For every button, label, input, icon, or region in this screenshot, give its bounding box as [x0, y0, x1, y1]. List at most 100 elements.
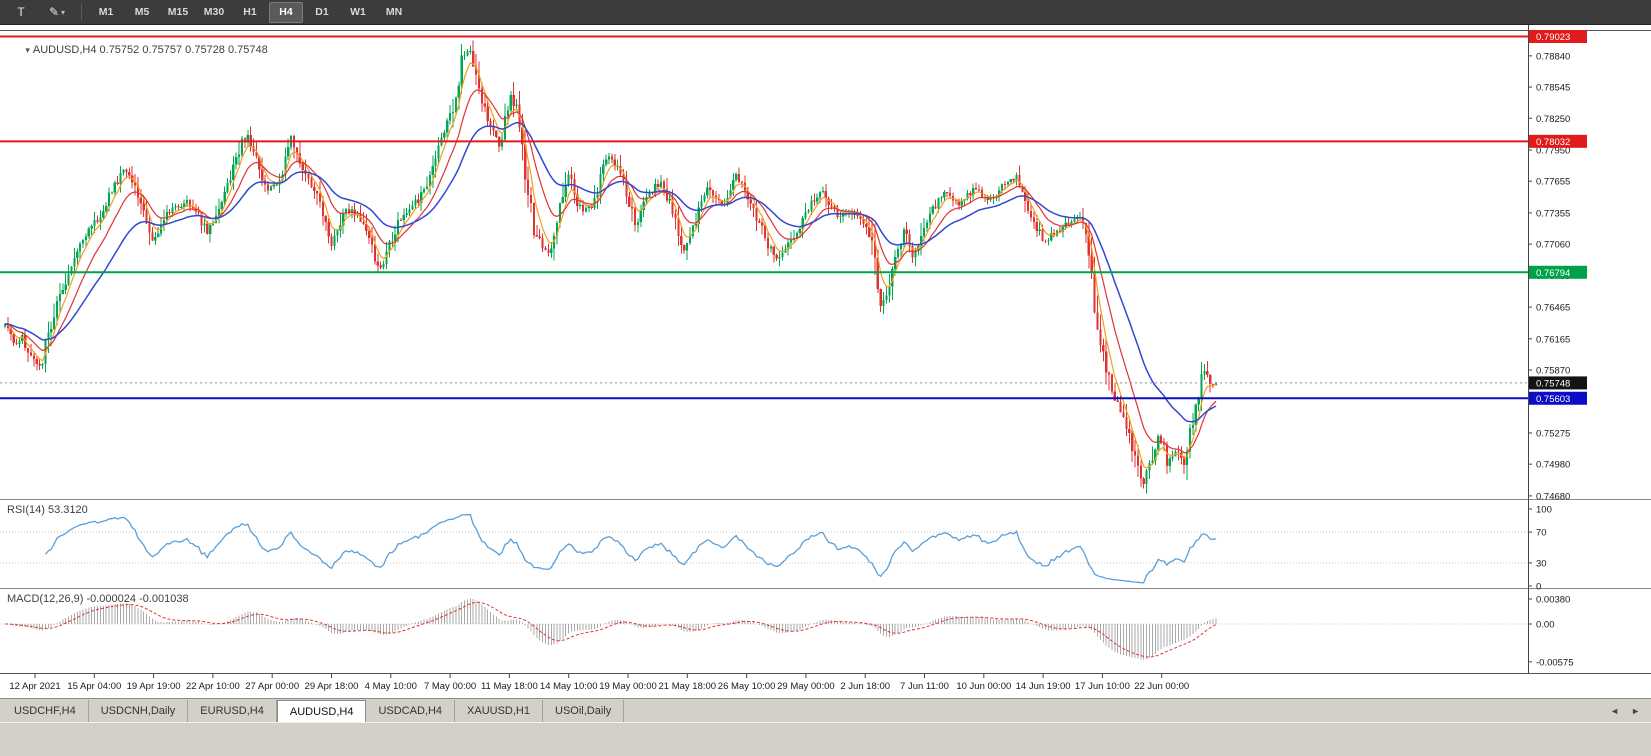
text-tool-button[interactable]: T — [4, 2, 38, 23]
svg-text:0.76165: 0.76165 — [1536, 334, 1570, 345]
svg-text:0.78545: 0.78545 — [1536, 83, 1570, 94]
price-level-label: 0.78032 — [1529, 134, 1587, 148]
svg-text:0.75603: 0.75603 — [1536, 394, 1570, 405]
timeframe-button-mn[interactable]: MN — [385, 6, 403, 18]
chart-area[interactable]: 0.78840 0.78545 0.78250 0.77950 0.77655 0.773… — [0, 25, 1651, 698]
symbol-period-label: AUDUSD,H4 — [32, 44, 97, 56]
timeframe-button-group: M1 M5 M15 M30 H1 H4 D1 W1 MN — [89, 1, 411, 23]
svg-text:19 May 00:00: 19 May 00:00 — [599, 681, 657, 692]
pencil-icon: ✎ — [48, 5, 60, 19]
tab-scroll-group: ◄ ► — [1605, 700, 1649, 722]
svg-text:0.77355: 0.77355 — [1536, 208, 1570, 219]
chart-title: ▾ AUDUSD,H4 0.75752 0.75757 0.75728 0.757… — [7, 32, 268, 68]
status-bar — [0, 722, 1651, 756]
svg-text:4 May 10:00: 4 May 10:00 — [365, 681, 417, 692]
svg-text:19 Apr 19:00: 19 Apr 19:00 — [127, 681, 181, 692]
svg-text:15 Apr 04:00: 15 Apr 04:00 — [67, 681, 121, 692]
svg-text:0.78032: 0.78032 — [1536, 137, 1570, 148]
chart-tab-audusd-h4[interactable]: AUDUSD,H4 — [276, 700, 367, 722]
draw-tool-button[interactable]: ✎ ▾ — [40, 2, 74, 23]
macd-axis-labels: 0.00380 0.00 -0.00575 — [1528, 595, 1574, 668]
svg-text:0.77655: 0.77655 — [1536, 177, 1570, 188]
svg-text:7 Jun 11:00: 7 Jun 11:00 — [900, 681, 949, 692]
chart-tab-xauusd-h1[interactable]: XAUUSD,H1 — [455, 700, 543, 722]
svg-text:12 Apr 2021: 12 Apr 2021 — [9, 681, 60, 692]
toolbar-separator — [81, 4, 82, 20]
text-tool-icon: T — [17, 5, 25, 19]
macd-signal-line — [5, 601, 1217, 658]
ma-fast-line — [4, 62, 1217, 469]
svg-text:0: 0 — [1536, 582, 1541, 593]
svg-text:0.76794: 0.76794 — [1536, 268, 1570, 279]
svg-text:30: 30 — [1536, 558, 1547, 569]
svg-text:0.75870: 0.75870 — [1536, 366, 1570, 377]
svg-text:21 May 18:00: 21 May 18:00 — [659, 681, 717, 692]
tab-scroll-left-icon[interactable]: ◄ — [1610, 706, 1620, 716]
current-price-label: 0.75748 — [1529, 376, 1587, 390]
chevron-down-icon: ▾ — [61, 7, 66, 17]
svg-text:29 May 00:00: 29 May 00:00 — [777, 681, 835, 692]
macd-indicator-label: MACD(12,26,9) -0.000024 -0.001038 — [7, 593, 189, 605]
svg-text:14 May 10:00: 14 May 10:00 — [540, 681, 598, 692]
price-chart-svg[interactable]: 0.78840 0.78545 0.78250 0.77950 0.77655 0.773… — [0, 25, 1651, 698]
svg-text:0.74980: 0.74980 — [1536, 460, 1570, 471]
svg-text:0.74680: 0.74680 — [1536, 491, 1570, 502]
timeframe-button-h1[interactable]: H1 — [243, 6, 257, 18]
chart-tabbar: USDCHF,H4 USDCNH,Daily EURUSD,H4 AUDUSD,H4 U… — [0, 698, 1651, 722]
svg-text:27 Apr 00:00: 27 Apr 00:00 — [245, 681, 299, 692]
svg-text:0.76465: 0.76465 — [1536, 303, 1570, 314]
timeframe-button-h4[interactable]: H4 — [269, 1, 303, 23]
svg-text:26 May 10:00: 26 May 10:00 — [718, 681, 776, 692]
rsi-line — [45, 514, 1217, 584]
svg-text:7 May 00:00: 7 May 00:00 — [424, 681, 476, 692]
moving-averages-group — [4, 62, 1217, 469]
timeframe-button-d1[interactable]: D1 — [315, 6, 329, 18]
collapse-icon[interactable]: ▾ — [25, 45, 30, 55]
timeframe-button-m1[interactable]: M1 — [98, 6, 114, 18]
timeframe-button-m30[interactable]: M30 — [203, 6, 225, 18]
svg-text:22 Jun 00:00: 22 Jun 00:00 — [1134, 681, 1189, 692]
price-level-label: 0.76794 — [1529, 265, 1587, 279]
tab-scroll-right-icon[interactable]: ► — [1631, 706, 1640, 716]
svg-text:10 Jun 00:00: 10 Jun 00:00 — [956, 681, 1011, 692]
svg-text:0.77950: 0.77950 — [1536, 145, 1570, 156]
time-axis[interactable]: 12 Apr 2021 15 Apr 04:00 19 Apr 19:00 22 Ap… — [9, 673, 1189, 693]
svg-text:70: 70 — [1536, 528, 1547, 539]
price-level-label: 0.79023 — [1529, 30, 1587, 44]
svg-text:0.79023: 0.79023 — [1536, 32, 1570, 43]
macd-histogram — [7, 598, 1217, 660]
toolbar: T ✎ ▾ M1 M5 M15 M30 H1 H4 D1 W1 MN — [0, 0, 1651, 25]
candles-group — [3, 40, 1218, 494]
svg-text:29 Apr 18:00: 29 Apr 18:00 — [305, 681, 359, 692]
chart-tab-usdchf-h4[interactable]: USDCHF,H4 — [2, 700, 89, 722]
chart-tab-usoil-daily[interactable]: USOil,Daily — [543, 700, 625, 722]
timeframe-button-w1[interactable]: W1 — [350, 6, 366, 18]
rsi-indicator-label: RSI(14) 53.3120 — [7, 504, 88, 516]
svg-text:0.00: 0.00 — [1536, 620, 1555, 631]
svg-text:0.75748: 0.75748 — [1536, 378, 1570, 389]
svg-text:0.78250: 0.78250 — [1536, 114, 1570, 125]
rsi-axis-labels: 100 70 30 0 — [1528, 505, 1552, 593]
ohlc-values: 0.75752 0.75757 0.75728 0.75748 — [99, 44, 268, 56]
chart-tab-eurusd-h4[interactable]: EURUSD,H4 — [188, 700, 277, 722]
tabs-group: USDCHF,H4 USDCNH,Daily EURUSD,H4 AUDUSD,H4 U… — [2, 700, 625, 722]
ma-medium-line — [4, 89, 1217, 454]
svg-text:11 May 18:00: 11 May 18:00 — [481, 681, 538, 692]
svg-text:0.77060: 0.77060 — [1536, 240, 1570, 251]
svg-text:2 Jun 18:00: 2 Jun 18:00 — [840, 681, 890, 692]
svg-text:22 Apr 10:00: 22 Apr 10:00 — [186, 681, 240, 692]
svg-text:-0.00575: -0.00575 — [1536, 657, 1574, 668]
svg-text:0.75275: 0.75275 — [1536, 428, 1570, 439]
ma-slow-line — [4, 121, 1217, 423]
price-level-label: 0.75603 — [1529, 391, 1587, 405]
timeframe-button-m5[interactable]: M5 — [134, 6, 150, 18]
svg-text:100: 100 — [1536, 505, 1552, 516]
chart-tab-usdcad-h4[interactable]: USDCAD,H4 — [366, 700, 456, 722]
svg-text:17 Jun 10:00: 17 Jun 10:00 — [1075, 681, 1130, 692]
svg-text:14 Jun 19:00: 14 Jun 19:00 — [1016, 681, 1071, 692]
chart-tab-usdcnh-daily[interactable]: USDCNH,Daily — [89, 700, 189, 722]
svg-text:0.78840: 0.78840 — [1536, 51, 1570, 62]
timeframe-button-m15[interactable]: M15 — [167, 6, 189, 18]
svg-text:0.00380: 0.00380 — [1536, 595, 1570, 606]
